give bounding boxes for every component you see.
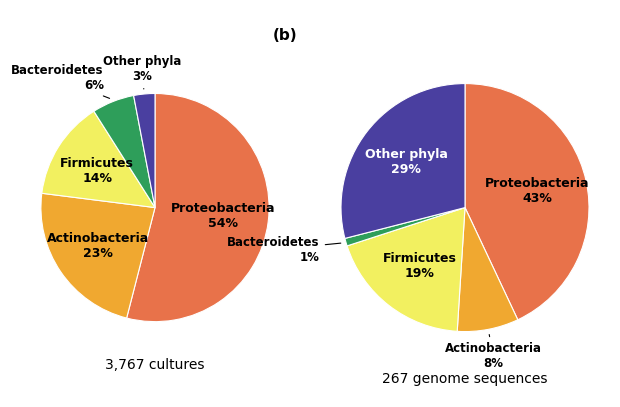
Wedge shape — [457, 208, 518, 332]
Text: Bacteroidetes
1%: Bacteroidetes 1% — [227, 236, 341, 264]
Text: (a): (a) — [0, 42, 2, 57]
Text: 267 genome sequences: 267 genome sequences — [383, 372, 547, 386]
Wedge shape — [42, 111, 155, 208]
Wedge shape — [126, 94, 269, 322]
Wedge shape — [345, 208, 465, 246]
Text: Proteobacteria
54%: Proteobacteria 54% — [170, 202, 275, 230]
Text: Firmicutes
19%: Firmicutes 19% — [383, 252, 456, 280]
Text: Proteobacteria
43%: Proteobacteria 43% — [485, 177, 590, 206]
Text: 3,767 cultures: 3,767 cultures — [105, 358, 205, 372]
Text: Other phyla
3%: Other phyla 3% — [103, 55, 181, 89]
Wedge shape — [465, 83, 589, 320]
Wedge shape — [347, 208, 465, 331]
Text: Bacteroidetes
6%: Bacteroidetes 6% — [11, 64, 110, 98]
Text: Actinobacteria
8%: Actinobacteria 8% — [445, 335, 542, 370]
Wedge shape — [94, 96, 155, 208]
Text: (b): (b) — [273, 28, 298, 43]
Wedge shape — [341, 83, 465, 239]
Text: Firmicutes
14%: Firmicutes 14% — [60, 157, 134, 185]
Text: Other phyla
29%: Other phyla 29% — [365, 148, 448, 176]
Text: Actinobacteria
23%: Actinobacteria 23% — [47, 232, 149, 260]
Wedge shape — [41, 193, 155, 318]
Wedge shape — [134, 94, 155, 208]
